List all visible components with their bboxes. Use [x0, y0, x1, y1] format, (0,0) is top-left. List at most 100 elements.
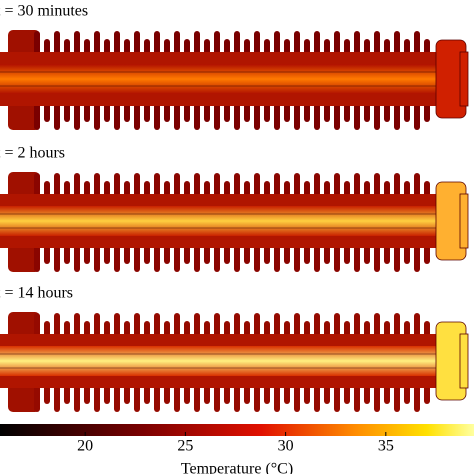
insulator [0, 172, 469, 272]
fin [374, 244, 380, 272]
fin [274, 244, 280, 272]
fin [414, 384, 420, 412]
fin [264, 102, 270, 122]
fin [44, 102, 50, 122]
fin [364, 244, 370, 264]
fin [224, 384, 230, 404]
colorbar-tick-label: 30 [278, 438, 294, 455]
fin [134, 102, 140, 130]
fin [234, 244, 240, 272]
fin [384, 102, 390, 122]
fin [54, 244, 60, 272]
fin [394, 102, 400, 130]
fin [254, 102, 260, 130]
fin [384, 384, 390, 404]
fin [204, 384, 210, 404]
fin [354, 244, 360, 272]
fin [84, 102, 90, 122]
fin [174, 102, 180, 130]
fin [124, 244, 130, 264]
fin [154, 102, 160, 130]
fin [424, 384, 430, 404]
fin [424, 102, 430, 122]
insulator [0, 312, 469, 412]
fin [34, 244, 40, 272]
fin [384, 244, 390, 264]
fin [64, 244, 70, 264]
fin [254, 244, 260, 272]
fin [114, 244, 120, 272]
fin [334, 102, 340, 130]
fin [124, 102, 130, 122]
fin [54, 384, 60, 412]
fin [294, 244, 300, 272]
panel-label: t = 14 hours [0, 285, 73, 302]
fin [394, 244, 400, 272]
fin [324, 102, 330, 122]
fin [104, 384, 110, 404]
fin [174, 244, 180, 272]
fin [294, 102, 300, 130]
panel-label: t = 2 hours [0, 145, 65, 162]
fin [184, 102, 190, 122]
fin [234, 102, 240, 130]
colorbar [0, 424, 474, 436]
fin [424, 244, 430, 264]
fin [194, 384, 200, 412]
fin [94, 102, 100, 130]
fin [134, 244, 140, 272]
fin [334, 384, 340, 412]
end-cap [459, 193, 469, 249]
fin [54, 102, 60, 130]
fin [244, 244, 250, 264]
fin [314, 244, 320, 272]
colorbar-tick-label: 35 [378, 438, 394, 455]
fin [364, 102, 370, 122]
fin [274, 384, 280, 412]
fin [344, 384, 350, 404]
fin [94, 384, 100, 412]
colorbar-tick-label: 25 [177, 438, 193, 455]
fin [84, 244, 90, 264]
colorbar-label: Temperature (°C) [181, 461, 293, 474]
fin [264, 244, 270, 264]
fin [214, 384, 220, 412]
fin [304, 384, 310, 404]
fin [164, 244, 170, 264]
fin [34, 384, 40, 412]
fin [104, 244, 110, 264]
fin [374, 102, 380, 130]
fin [254, 384, 260, 412]
fin [344, 244, 350, 264]
fin [74, 244, 80, 272]
fin [114, 102, 120, 130]
fin [414, 102, 420, 130]
fin [174, 384, 180, 412]
fin [144, 384, 150, 404]
fin [374, 384, 380, 412]
fin [204, 244, 210, 264]
core [0, 346, 440, 376]
core [0, 64, 440, 94]
fin [74, 384, 80, 412]
fin [164, 102, 170, 122]
fin [244, 102, 250, 122]
panel-label: t = 30 minutes [0, 3, 88, 20]
fin [284, 102, 290, 122]
fin [84, 384, 90, 404]
fin [284, 384, 290, 404]
fin [44, 384, 50, 404]
colorbar-axis: 20 25 30 35 [77, 432, 394, 455]
fin [334, 244, 340, 272]
fin [64, 102, 70, 122]
fin [284, 244, 290, 264]
fin [164, 384, 170, 404]
fin [244, 384, 250, 404]
fin [94, 244, 100, 272]
fin [34, 102, 40, 130]
fin [304, 244, 310, 264]
fin [214, 102, 220, 130]
fin [404, 102, 410, 122]
fin [394, 384, 400, 412]
